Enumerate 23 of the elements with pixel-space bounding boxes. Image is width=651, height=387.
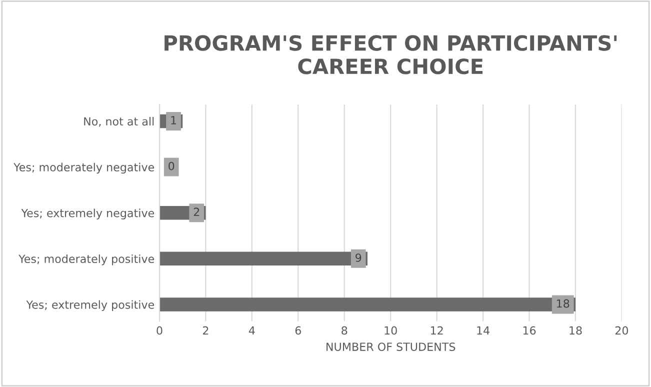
data-label: 0 [168,162,174,170]
data-label: 2 [194,208,200,216]
x-tick-label: 6 [295,326,301,335]
y-tick-label: Yes; extremely positive [26,300,154,312]
x-tick-label: 0 [156,326,162,335]
data-label: 9 [356,253,362,262]
x-tick-label: 12 [430,326,443,335]
y-tick-label: Yes; moderately negative [14,162,154,174]
chart-title: PROGRAM'S EFFECT ON PARTICIPANTS' CAREER CHOICE [164,35,617,74]
y-tick-label: Yes; moderately positive [18,254,154,266]
x-tick-label: 4 [248,326,255,335]
x-tick-label: 8 [342,326,348,335]
data-label: 18 [557,299,570,308]
x-tick-label: 20 [615,326,628,335]
x-tick-label: 18 [570,326,582,335]
x-tick-label: 10 [384,326,397,335]
y-tick-label: Yes; extremely negative [21,208,154,220]
x-tick-label: 16 [523,326,536,335]
data-label: 1 [171,116,176,124]
x-tick-label: 2 [202,326,208,335]
x-axis-title: NUMBER OF STUDENTS [326,342,456,351]
y-tick-label: No, not at all [84,116,154,127]
x-tick-label: 14 [477,326,490,335]
